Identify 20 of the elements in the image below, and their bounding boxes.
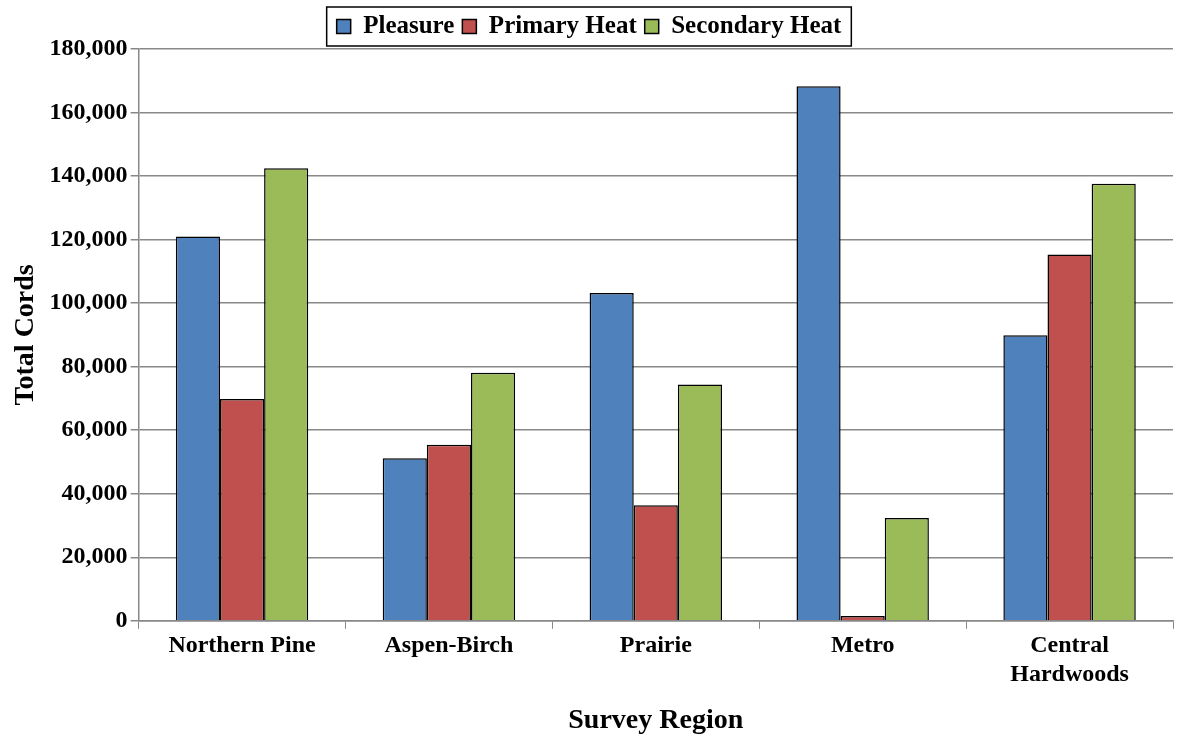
y-tick-label: 140,000 — [49, 161, 128, 188]
y-tick-label: 100,000 — [49, 288, 128, 315]
x-tick-label: Aspen-Birch — [384, 631, 514, 658]
x-tick-label: Northern Pine — [168, 631, 317, 658]
x-tick-label: Central Hardwoods — [1010, 631, 1129, 687]
x-tick-label: Metro — [830, 631, 895, 658]
legend-label: Secondary Heat — [671, 10, 842, 38]
y-tick-label: 180,000 — [49, 34, 128, 61]
y-tick-label: 60,000 — [61, 415, 128, 442]
y-tick-label: 160,000 — [49, 97, 128, 124]
y-tick-label: 80,000 — [61, 351, 128, 378]
y-tick-label: 40,000 — [61, 478, 128, 505]
y-tick-label: 120,000 — [49, 224, 128, 251]
x-axis-title: Survey Region — [568, 703, 744, 735]
y-tick-label: 0 — [115, 606, 128, 632]
legend-label: Pleasure — [363, 10, 455, 38]
legend-label: Primary Heat — [488, 10, 638, 38]
y-axis-title: Total Cords — [8, 264, 40, 406]
x-tick-label: Prairie — [619, 631, 693, 658]
y-tick-label: 20,000 — [61, 542, 128, 569]
